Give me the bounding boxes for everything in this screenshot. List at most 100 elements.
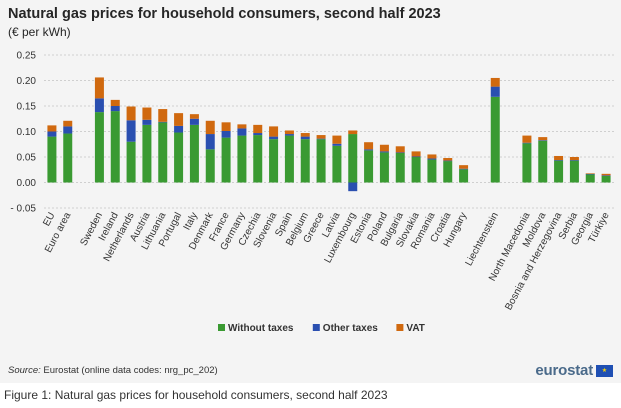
bar-without-taxes [237, 135, 247, 183]
bar-without-taxes [174, 132, 184, 183]
bar-other-taxes [411, 156, 421, 158]
bar-vat [174, 113, 184, 126]
bar-vat [443, 158, 453, 161]
bar-without-taxes [569, 160, 579, 183]
bar-vat [253, 124, 263, 134]
x-tick-label: Liechtenstein [464, 211, 501, 268]
bar-other-taxes [158, 121, 168, 123]
bar-without-taxes [364, 150, 374, 183]
bar-vat [554, 155, 564, 161]
bar-other-taxes [284, 134, 294, 136]
y-tick-label: 0.15 [17, 102, 37, 113]
bar-other-taxes [253, 133, 263, 136]
bar-vat [427, 154, 437, 159]
bar-other-taxes [189, 118, 199, 125]
bar-vat [158, 109, 168, 122]
bar-vat [569, 157, 579, 161]
bar-other-taxes [47, 131, 57, 137]
eurostat-logo: eurostat ★ [535, 362, 613, 379]
bar-without-taxes [300, 139, 310, 183]
bar-other-taxes [379, 151, 389, 153]
bar-without-taxes [554, 160, 564, 183]
bar-vat [269, 126, 279, 137]
bar-other-taxes [205, 134, 215, 150]
bar-without-taxes [601, 175, 611, 183]
y-tick-label: 0.00 [17, 178, 37, 189]
bar-other-taxes [174, 125, 184, 133]
logo-text: eurostat [535, 362, 593, 379]
bar-other-taxes [427, 158, 437, 160]
bar-without-taxes [395, 152, 405, 183]
bar-without-taxes [332, 145, 342, 183]
chart-subtitle: (€ per kWh) [8, 25, 71, 39]
bar-vat [126, 106, 136, 121]
bar-other-taxes [316, 138, 326, 140]
bar-without-taxes [379, 152, 389, 183]
bar-other-taxes [269, 136, 279, 140]
figure-caption: Figure 1: Natural gas prices for househo… [4, 388, 388, 402]
y-tick-label: 0.25 [17, 51, 37, 62]
bar-without-taxes [443, 161, 453, 183]
bar-vat [316, 135, 326, 139]
bar-vat [205, 120, 215, 135]
source-label: Source: [8, 365, 41, 376]
bar-other-taxes [395, 152, 405, 154]
bar-without-taxes [142, 124, 152, 183]
bar-vat [300, 133, 310, 137]
chart-title: Natural gas prices for household consume… [8, 6, 441, 22]
bar-vat [522, 135, 532, 143]
bar-without-taxes [411, 157, 421, 183]
bar-without-taxes [205, 149, 215, 183]
y-tick-label: - 0.05 [10, 204, 36, 215]
legend-swatch-other-taxes [312, 324, 320, 331]
bar-other-taxes [490, 86, 500, 97]
bar-vat [490, 77, 500, 87]
bar-without-taxes [316, 139, 326, 183]
y-tick-label: 0.10 [17, 127, 37, 138]
bar-other-taxes [237, 128, 247, 136]
bar-vat [63, 120, 73, 127]
source-text: Eurostat (online data codes: nrg_pc_202) [43, 365, 218, 376]
bar-vat [189, 114, 199, 119]
bar-other-taxes [522, 142, 532, 144]
legend-label-without-taxes: Without taxes [228, 323, 294, 334]
bar-vat [110, 99, 120, 106]
bar-without-taxes [221, 137, 231, 183]
bar-vat [585, 173, 595, 174]
bar-other-taxes [459, 168, 469, 170]
bar-other-taxes [110, 106, 120, 112]
bar-without-taxes [158, 122, 168, 183]
bar-vat [142, 107, 152, 120]
bar-without-taxes [126, 141, 136, 183]
bar-without-taxes [348, 134, 358, 183]
bar-other-taxes [63, 126, 73, 134]
bar-other-taxes [142, 119, 152, 125]
bar-other-taxes [332, 143, 342, 146]
chart-frame: Natural gas prices for household consume… [0, 0, 621, 383]
bar-without-taxes [427, 159, 437, 183]
bar-other-taxes [585, 173, 595, 175]
bar-other-taxes [569, 160, 579, 161]
bar-without-taxes [585, 174, 595, 183]
bar-other-taxes [364, 149, 374, 151]
bar-without-taxes [459, 169, 469, 183]
bar-vat [348, 130, 358, 135]
bar-without-taxes [63, 133, 73, 183]
bar-vat [459, 165, 469, 169]
bar-vat [411, 151, 421, 157]
bar-without-taxes [253, 135, 263, 183]
bar-other-taxes [221, 130, 231, 138]
bar-other-taxes [348, 182, 358, 192]
bar-without-taxes [189, 124, 199, 183]
bar-vat [237, 124, 247, 129]
bar-without-taxes [269, 139, 279, 183]
bar-other-taxes [94, 98, 104, 113]
bar-vat [395, 146, 405, 153]
bar-without-taxes [538, 140, 548, 183]
bar-vat [601, 173, 611, 176]
bar-other-taxes [443, 160, 453, 162]
bar-without-taxes [490, 96, 500, 183]
eu-flag-icon: ★ [596, 364, 613, 377]
legend-swatch-vat [396, 324, 404, 331]
